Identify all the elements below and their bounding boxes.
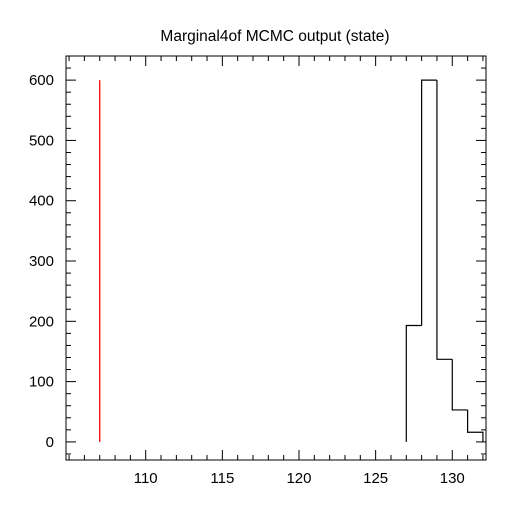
axis-tick-labels: 110 115 120 125 130 0 100 200 300 400 500 600 [29,72,465,487]
y-tick-label: 500 [29,132,54,149]
y-tick-label: 100 [29,374,54,391]
x-tick-label: 115 [210,470,234,487]
y-tick-label: 400 [29,193,54,210]
x-tick-label: 110 [134,470,158,487]
histogram-bin-step [467,409,484,442]
y-tick-label: 200 [29,313,54,330]
x-tick-label: 125 [363,470,388,487]
y-tick-label: 600 [29,72,54,89]
plot-frame [65,55,487,461]
chart-title: Marginal4of MCMC output (state) [160,28,389,45]
histogram-bin-step [451,359,468,411]
y-tick-label: 0 [46,434,54,451]
x-tick-label: 120 [286,470,311,487]
axis-ticks [66,55,486,460]
histogram-bin-step [405,324,422,442]
histogram-bin-step [436,80,453,360]
histogram-bin-step [421,79,437,326]
y-tick-label: 300 [29,253,54,270]
x-tick-label: 130 [440,470,465,487]
chart-marks [99,79,484,442]
